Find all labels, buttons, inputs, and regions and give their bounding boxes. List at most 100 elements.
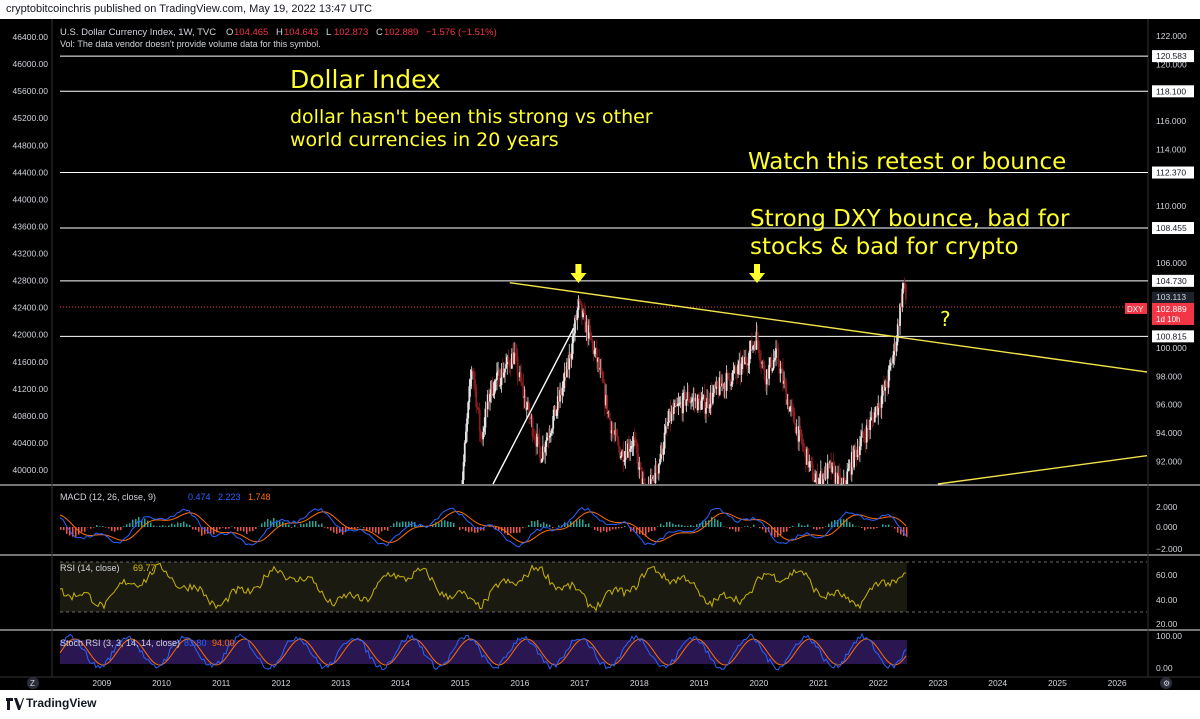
candle-body <box>718 377 721 395</box>
candle-body <box>471 370 474 372</box>
macd-histogram-bar <box>834 520 836 527</box>
macd-histogram-bar <box>543 522 545 527</box>
left-tick-label: 43200.00 <box>13 249 49 259</box>
z-icon[interactable]: Z <box>30 679 35 688</box>
left-tick-label: 46400.00 <box>13 32 49 42</box>
macd-histogram-bar <box>465 527 467 532</box>
macd-histogram-bar <box>648 527 650 533</box>
macd-histogram-bar <box>720 522 722 527</box>
right-price-axis[interactable]: 122.000 120.000 116.000 114.000 110.000 106.0… <box>1152 31 1194 466</box>
annotation-title[interactable]: Dollar Index <box>290 65 441 94</box>
candle-body <box>479 431 482 438</box>
timezone-button[interactable] <box>27 677 39 689</box>
candle-body <box>628 443 630 452</box>
candle-body <box>528 402 530 417</box>
candle-body <box>484 408 487 428</box>
candle-body <box>640 467 643 484</box>
candle-body <box>606 395 609 414</box>
candle-body <box>671 411 674 415</box>
left-price-axis[interactable]: 46400.00 46000.00 45600.00 45200.00 44800.00… <box>13 32 49 475</box>
settings-button[interactable] <box>1160 677 1172 689</box>
level-tag-label: 112.370 <box>1156 168 1186 178</box>
macd-histogram-bar <box>468 527 470 533</box>
candle-body <box>769 357 772 365</box>
candle-body <box>811 464 814 481</box>
macd-histogram-bar <box>624 525 626 527</box>
macd-histogram-bar <box>213 527 215 535</box>
chart-frame[interactable]: 46400.00 46000.00 45600.00 45200.00 44800.00… <box>0 19 1200 690</box>
candle-body <box>620 456 622 458</box>
time-tick-label: 2026 <box>1108 678 1127 688</box>
annotation-question[interactable]: ? <box>940 307 951 331</box>
candle-body <box>896 324 899 342</box>
right-tick-label: 106.000 <box>1156 258 1187 268</box>
annotation-strong-line1[interactable]: Strong DXY bounce, bad for <box>750 206 1070 232</box>
time-axis[interactable]: 2009 2010 2011 2012 2013 2014 2015 2016 2017 2018… <box>92 678 1127 688</box>
left-tick-label: 40000.00 <box>13 465 49 475</box>
candle-body <box>891 362 893 364</box>
chart-canvas[interactable]: 46400.00 46000.00 45600.00 45200.00 44800.00… <box>0 19 1200 690</box>
macd-histogram-bar <box>372 527 374 532</box>
candle-body <box>589 325 591 333</box>
candle-body <box>466 418 468 432</box>
down-arrow-icon <box>748 264 765 283</box>
macd-histogram-bar <box>864 527 866 531</box>
candle-body <box>541 446 544 460</box>
left-tick-label: 41600.00 <box>13 357 49 367</box>
macd-histogram-bar <box>354 527 356 529</box>
macd-histogram-bar <box>711 517 713 527</box>
macd-histogram-bar <box>606 527 608 533</box>
ohlc-key-h: H <box>276 27 283 38</box>
time-tick-label: 2012 <box>272 678 291 688</box>
candle-body <box>522 384 525 398</box>
macd-histogram-bar <box>288 524 290 527</box>
right-tick-label: 100.000 <box>1156 343 1187 353</box>
time-tick-label: 2014 <box>391 678 410 688</box>
candle-body <box>652 476 655 479</box>
candle-body <box>568 354 571 370</box>
macd-histogram-bar <box>306 523 308 527</box>
macd-histogram-bar <box>363 527 365 529</box>
macd-histogram-bar <box>636 527 638 534</box>
candle-body <box>575 318 578 321</box>
candle-body <box>613 433 615 435</box>
candle-body <box>724 383 727 391</box>
annotation-subtitle-line1[interactable]: dollar hasn't been this strong vs other <box>290 106 653 128</box>
candle-body <box>617 440 620 447</box>
candle-body <box>901 288 904 307</box>
candle-body <box>531 417 534 437</box>
candle-body <box>599 367 602 370</box>
macd-histogram-bar <box>93 527 95 528</box>
macd-histogram-bar <box>894 527 896 529</box>
gear-icon[interactable]: ⚙ <box>1163 679 1170 688</box>
macd-histogram-bar <box>447 521 449 527</box>
macd-histogram-bar <box>192 527 194 530</box>
macd-histogram-bar <box>189 524 191 527</box>
candle-body <box>734 366 737 373</box>
macd-histogram-bar <box>84 527 86 532</box>
macd-histogram-bar <box>666 522 668 527</box>
candle-body <box>639 462 642 468</box>
annotation-watch[interactable]: Watch this retest or bounce <box>748 149 1066 175</box>
macd-histogram-bar <box>735 527 737 532</box>
candle-body <box>783 380 785 384</box>
time-tick-label: 2018 <box>630 678 649 688</box>
right-tick-label: 122.000 <box>1156 31 1187 41</box>
stoch-rsi-panel: 100.00 0.00 <box>59 631 1182 673</box>
candle-body <box>571 336 574 354</box>
annotation-strong-line2[interactable]: stocks & bad for crypto <box>750 234 1019 260</box>
candle-body <box>679 402 682 404</box>
candle-body <box>703 395 706 414</box>
candle-body <box>602 381 605 383</box>
candle-body <box>792 407 795 412</box>
macd-histogram-bar <box>672 523 674 527</box>
candle-body <box>875 406 877 413</box>
macd-histogram-bar <box>714 518 716 527</box>
macd-histogram-bar <box>687 525 689 527</box>
candle-body <box>755 331 758 350</box>
macd-histogram-bar <box>819 527 821 530</box>
macd-histogram-bar <box>612 527 614 530</box>
annotation-subtitle-line2[interactable]: world currencies in 20 years <box>290 129 559 151</box>
rsi-tick-label: 40.00 <box>1156 595 1178 605</box>
candle-body <box>840 483 843 485</box>
